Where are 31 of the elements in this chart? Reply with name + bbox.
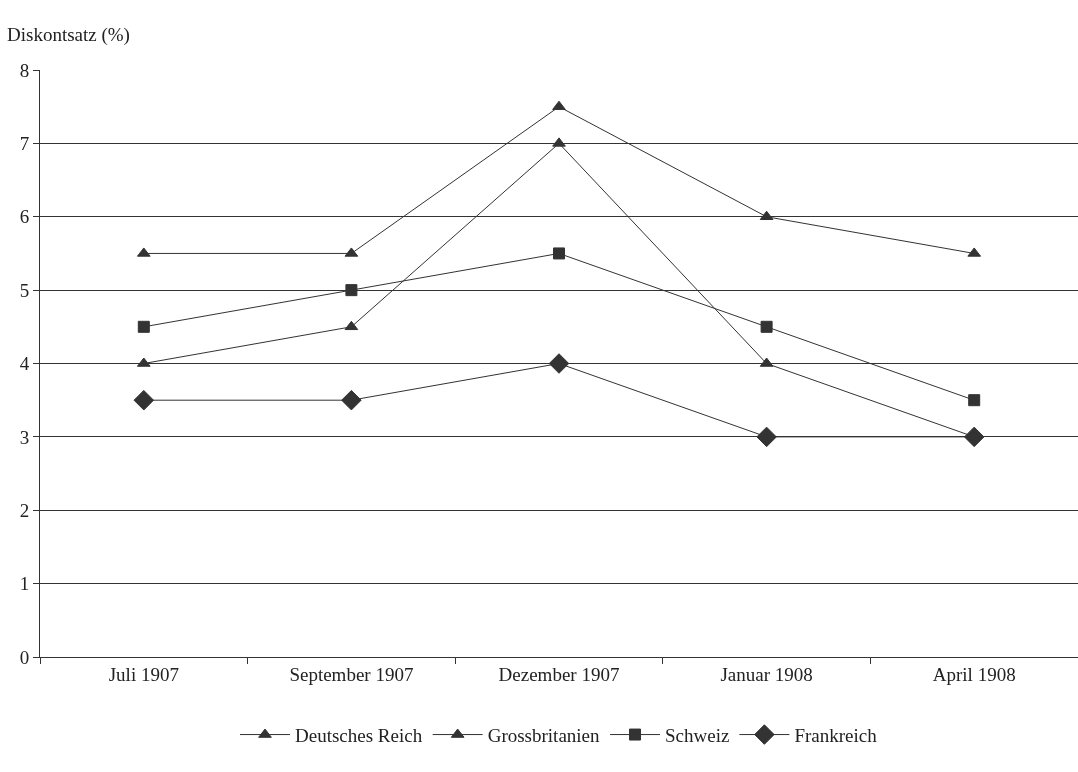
y-tick-label: 8 — [19, 59, 30, 81]
legend-label: Deutsches Reich — [295, 724, 423, 746]
x-tick-label: April 1908 — [932, 663, 1016, 685]
point — [968, 394, 981, 407]
y-axis-title: Diskontsatz (%) — [7, 24, 130, 46]
point — [137, 320, 150, 333]
point — [133, 389, 155, 411]
legend-label: Grossbritanien — [487, 724, 601, 746]
y-tick-label: 0 — [19, 646, 30, 668]
point — [548, 353, 570, 374]
point — [553, 247, 565, 260]
point — [756, 426, 777, 448]
y-tick-label: 1 — [19, 573, 30, 595]
legend-label: Schweiz — [665, 724, 730, 746]
point — [341, 389, 362, 411]
point — [552, 137, 566, 147]
point — [344, 320, 359, 331]
legend-label: Frankreich — [794, 724, 878, 746]
y-tick-label: 5 — [19, 279, 30, 301]
x-tick-label: September 1907 — [289, 663, 414, 685]
x-tick-label: Januar 1908 — [720, 663, 813, 685]
point — [552, 100, 566, 110]
y-tick-label: 3 — [19, 426, 30, 448]
x-tick-label: Juli 1907 — [108, 663, 179, 685]
y-tick-label: 4 — [19, 353, 30, 375]
x-tick-label: Dezember 1907 — [498, 663, 620, 685]
point — [345, 284, 358, 297]
point — [760, 320, 773, 333]
y-tick-label: 2 — [19, 499, 30, 521]
y-tick-label: 6 — [19, 206, 30, 228]
y-tick-label: 7 — [19, 133, 30, 155]
